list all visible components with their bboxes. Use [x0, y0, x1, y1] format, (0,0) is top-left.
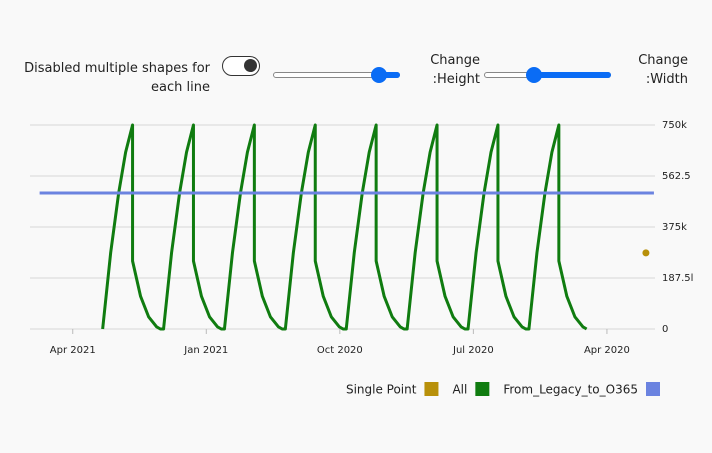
data-point	[642, 249, 650, 257]
legend-swatch	[646, 382, 660, 396]
slider-thumb[interactable]	[526, 67, 542, 83]
x-tick-label: Oct 2020	[317, 345, 363, 356]
height-label: Change :Height	[400, 51, 480, 89]
slider-fill	[531, 72, 611, 78]
x-tick-label: Jul 2020	[452, 345, 494, 356]
y-tick-label: 562.5	[662, 171, 691, 182]
y-tick-label: 187.5l	[662, 273, 693, 284]
y-tick-label: 375k	[662, 222, 687, 233]
legend-swatch	[475, 382, 490, 396]
height-slider[interactable]	[273, 67, 400, 83]
label-line: Change	[430, 53, 480, 68]
width-slider[interactable]	[484, 67, 611, 83]
slider-thumb[interactable]	[371, 67, 387, 83]
shape-toggle[interactable]	[222, 56, 260, 76]
series-line	[101, 123, 588, 331]
legend-label: All	[452, 383, 467, 397]
x-tick-label: Jan 2021	[183, 345, 228, 356]
x-tick-label: Apr 2021	[50, 345, 96, 356]
legend-label: Single Point	[346, 383, 417, 397]
legend-swatch	[424, 382, 439, 396]
slider-fill	[376, 72, 400, 78]
toggle-knob	[244, 59, 257, 72]
label-line: Change	[638, 53, 688, 68]
label-line: :Width	[645, 72, 688, 87]
x-tick-label: Apr 2020	[584, 345, 630, 356]
toggle-label: Disabled multiple shapes for each line	[24, 61, 210, 95]
width-label: Change :Width	[608, 51, 688, 89]
y-tick-label: 0	[662, 324, 668, 335]
y-tick-label: 750k	[662, 120, 687, 131]
label-line: :Height	[432, 72, 480, 87]
legend-label: From_Legacy_to_O365	[503, 383, 638, 397]
